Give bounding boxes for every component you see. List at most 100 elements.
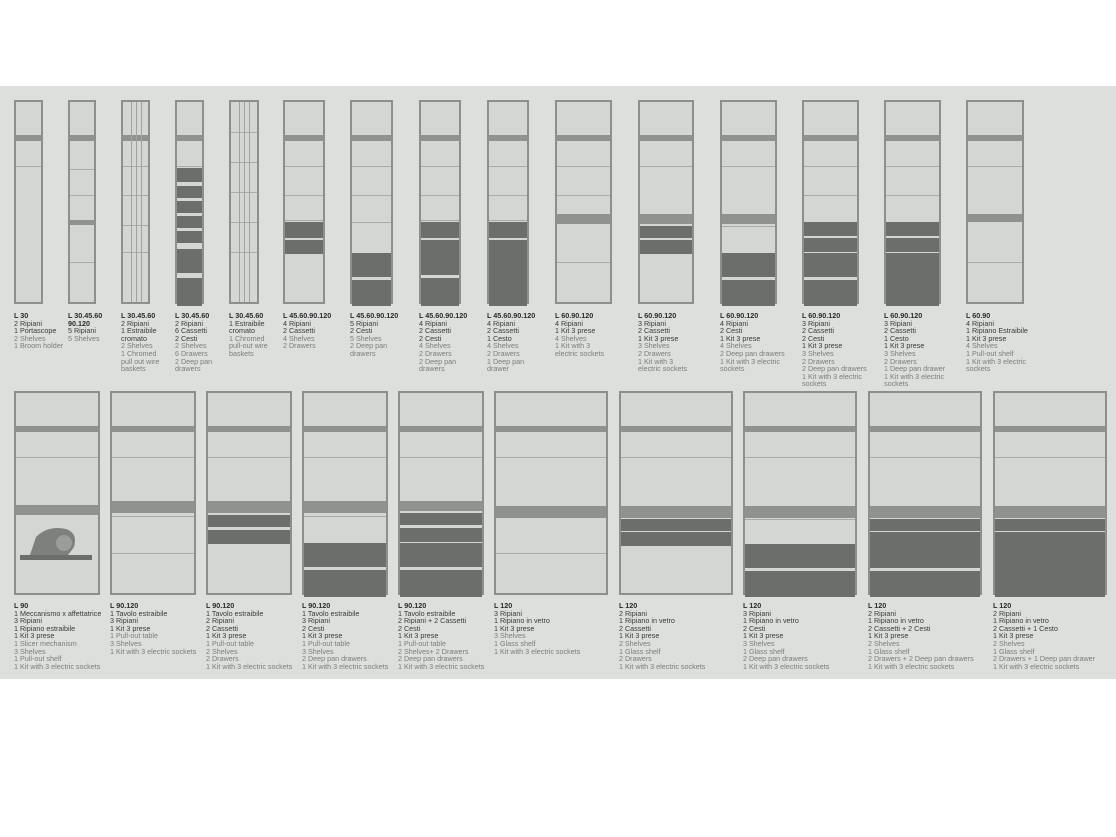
shelf-line xyxy=(16,166,41,167)
cabinet-caption: L 30 2 Ripiani 1 Portascope 2 Shelves 1 Broo… xyxy=(14,312,63,350)
drawer-front xyxy=(870,519,980,531)
drawer-front xyxy=(400,570,482,597)
drawer-front xyxy=(352,280,391,306)
shelf-band xyxy=(722,135,775,141)
spec-line-it: cromato xyxy=(121,333,147,343)
drawer-front xyxy=(489,222,527,238)
drawer-front xyxy=(400,543,482,567)
size-label: L 120 xyxy=(494,601,513,610)
spec-line-en: 1 Kit with 3 electric xyxy=(884,371,944,381)
size-label: L 120 xyxy=(743,601,762,610)
shelf-band xyxy=(304,426,386,432)
spec-line-en: 1 Glass shelf xyxy=(868,646,910,656)
spec-line-it: 4 Ripiani xyxy=(487,318,515,328)
shelf-band xyxy=(621,426,731,432)
spec-line-it: 3 Ripiani xyxy=(638,318,666,328)
shelf-line xyxy=(557,262,610,263)
shelf-band xyxy=(870,506,980,518)
shelf-line xyxy=(123,252,148,253)
drawer-front xyxy=(870,532,980,546)
catalog-panel: L 30 2 Ripiani 1 Portascope 2 Shelves 1 Broo… xyxy=(0,86,1116,679)
shelf-line xyxy=(722,166,775,167)
drawer-front xyxy=(285,222,323,238)
shelf-line xyxy=(70,195,94,196)
cabinet-caption: L 90.120 1 Tavolo estraibile 2 Ripiani + 2… xyxy=(398,602,484,670)
drawer-front xyxy=(421,240,459,254)
shelf-line xyxy=(886,195,939,196)
size-label: L 45.60.90.120 xyxy=(487,311,536,320)
cabinet-caption: L 60.90.120 4 Ripiani 2 Cesti 1 Kit 3 prese… xyxy=(720,312,785,373)
spec-line-en: 3 Shelves xyxy=(14,646,46,656)
shelf-line xyxy=(177,166,202,167)
spec-line-en: 1 Kit with 3 electric sockets xyxy=(494,646,581,656)
spec-line-en: 1 Pull-out shelf xyxy=(14,654,62,664)
shelf-band xyxy=(621,506,731,518)
shelf-band xyxy=(995,506,1105,518)
shelf-band xyxy=(557,214,610,224)
spec-line-en: 1 Chromed xyxy=(229,333,265,343)
spec-line-en: 1 Kit with 3 electric sockets xyxy=(868,661,955,671)
spec-line-en: 2 Shelves xyxy=(868,638,900,648)
spec-line-en: 1 Kit with 3 electric sockets xyxy=(619,661,706,671)
spec-line-it: 1 Meccanismo x affettatrice xyxy=(14,608,102,618)
spec-line-en: 4 Shelves xyxy=(720,341,752,351)
shelf-band xyxy=(16,505,98,515)
spec-line-it: 2 Ripiani xyxy=(206,616,234,626)
shelf-line xyxy=(621,457,731,458)
spec-line-en: electric sockets xyxy=(638,364,688,374)
spec-line-en: 2 Drawers xyxy=(802,356,835,366)
size-label: L 30 xyxy=(14,311,29,320)
shelf-line xyxy=(421,220,459,221)
spec-line-it: 1 Ripiano in vetro xyxy=(743,616,799,626)
spec-line-it: 2 Cassetti xyxy=(638,326,670,336)
spec-line-en: 3 Shelves xyxy=(743,638,775,648)
shelf-line xyxy=(489,195,527,196)
size-label: L 60.90 xyxy=(966,311,991,320)
spec-line-it: 1 Kit 3 prese xyxy=(638,333,679,343)
spec-line-en: 2 Shelves xyxy=(206,646,238,656)
drawer-front xyxy=(177,201,202,213)
spec-line-it: 2 Cassetti + 1 Cesto xyxy=(993,623,1058,633)
drawer-front xyxy=(421,222,459,238)
spec-line-en: 1 Kit with 3 electric xyxy=(966,356,1026,366)
cabinet-drawing xyxy=(868,391,982,597)
spec-line-en: electric sockets xyxy=(555,348,605,358)
spec-line-it: 1 Portascope xyxy=(14,326,57,336)
shelf-line xyxy=(285,195,323,196)
spec-line-it: 1 Tavolo estraibile xyxy=(206,608,264,618)
spec-line-en: 1 Glass shelf xyxy=(993,646,1035,656)
shelf-line xyxy=(804,195,857,196)
cabinet-caption: L 60.90.120 4 Ripiani 1 Kit 3 prese 4 Shelv… xyxy=(555,312,604,358)
shelf-band xyxy=(16,426,98,432)
spec-line-en: 2 Deep pan drawers xyxy=(743,654,808,664)
spec-line-it: 1 Kit 3 prese xyxy=(884,341,925,351)
spec-line-it: 2 Cassetti xyxy=(283,326,315,336)
spec-line-en: 2 Drawers + 2 Deep pan drawers xyxy=(868,654,974,664)
shelf-band xyxy=(804,135,857,141)
cabinet-caption: L 120 3 Ripiani 1 Ripiano in vetro 1 Kit 3 … xyxy=(494,602,580,655)
spec-line-en: sockets xyxy=(884,379,909,389)
spec-line-it: 2 Cassetti xyxy=(802,326,834,336)
shelf-line xyxy=(995,457,1105,458)
spec-line-en: drawers xyxy=(350,348,376,358)
spec-line-it: 5 Ripiani xyxy=(350,318,378,328)
shelf-line xyxy=(16,457,98,458)
spec-line-en: pull-out wire xyxy=(229,341,268,351)
shelf-line xyxy=(123,166,148,167)
cabinet-caption: L 45.60.90.120 5 Ripiani 2 Cesti 5 Shelves 2… xyxy=(350,312,398,358)
shelf-line xyxy=(304,457,386,458)
spec-line-en: 1 Deep pan xyxy=(487,356,525,366)
cabinet-drawing xyxy=(68,100,96,304)
cabinet-drawing xyxy=(398,391,484,597)
drawer-front xyxy=(745,571,855,597)
cabinet-caption: L 60.90.120 3 Ripiani 2 Cassetti 2 Cesti 1 K… xyxy=(802,312,867,388)
spec-line-en: 1 Kit with 3 electric xyxy=(720,356,780,366)
spec-line-it: 3 Ripiani xyxy=(302,616,330,626)
spec-line-it: 1 Tavolo estraibile xyxy=(398,608,456,618)
drawer-front xyxy=(621,519,731,531)
spec-line-it: 2 Cesti xyxy=(398,623,421,633)
shelf-line xyxy=(112,553,194,554)
spec-line-it: 1 Ripiano in vetro xyxy=(619,616,675,626)
size-label: L 120 xyxy=(993,601,1012,610)
spec-line-en: 1 Pull-out table xyxy=(110,631,158,641)
